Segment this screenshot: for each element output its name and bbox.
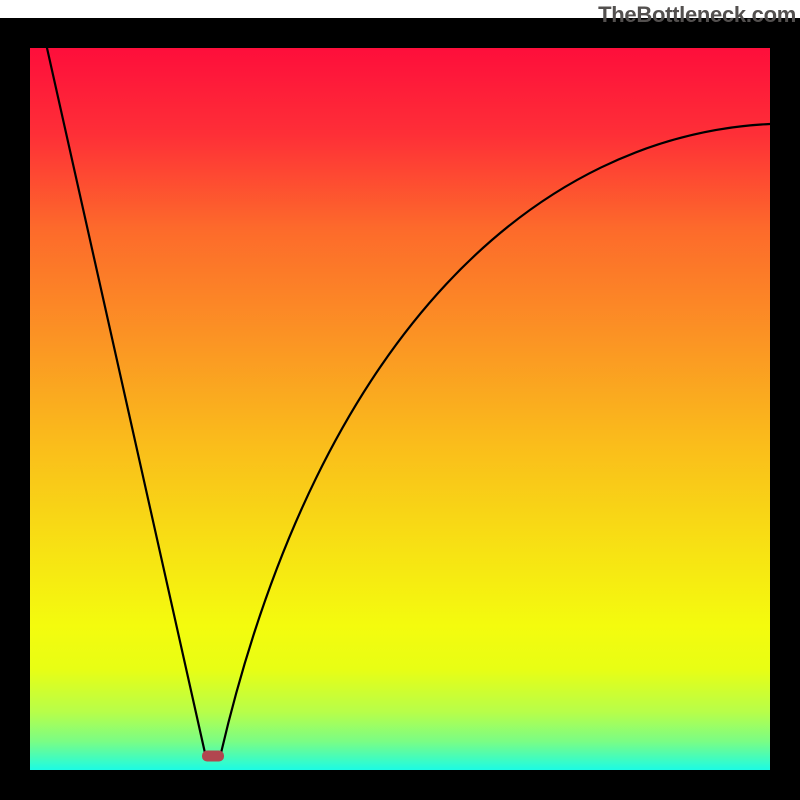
frame-bottom <box>0 770 800 800</box>
vertex-marker <box>202 751 224 762</box>
plot-background <box>30 48 770 770</box>
watermark-text: TheBottleneck.com <box>598 2 796 28</box>
frame-left <box>0 18 30 800</box>
frame-right <box>770 18 800 800</box>
